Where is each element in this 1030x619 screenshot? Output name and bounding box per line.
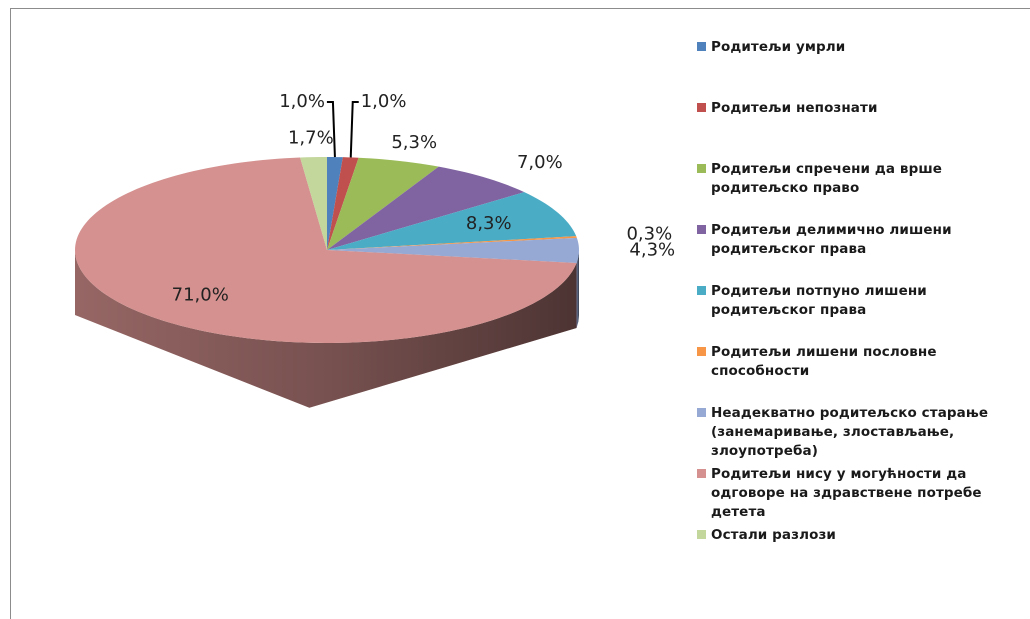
legend-swatch (697, 469, 706, 478)
chart-frame (10, 8, 1030, 619)
legend-label: Родитељи непознати (711, 100, 878, 116)
legend: Родитељи умрли Родитељи непознати Родитељи… (697, 38, 1027, 587)
legend-swatch (697, 42, 706, 51)
data-label: 1,7% (288, 128, 334, 149)
legend-label: Родитељи умрли (711, 39, 846, 55)
legend-swatch (697, 103, 706, 112)
pie-slice (327, 236, 577, 250)
pie-slice (300, 157, 327, 250)
legend-item: Остали разлози (697, 526, 1027, 587)
data-label: 1,0% (279, 91, 325, 112)
data-label: 8,3% (466, 213, 512, 234)
pie-slice (327, 192, 577, 250)
legend-item: Родитељи нису у могућности да одговоре н… (697, 465, 1027, 526)
legend-label: Остали разлози (711, 527, 836, 543)
legend-swatch (697, 347, 706, 356)
legend-swatch (697, 164, 706, 173)
data-label: 71,0% (172, 284, 229, 305)
legend-item: Родитељи делимично лишени родитељског пр… (697, 221, 1027, 282)
legend-swatch (697, 286, 706, 295)
pie-slice (75, 157, 577, 343)
pie-slice (327, 166, 525, 250)
legend-swatch (697, 408, 706, 417)
pie-slice (327, 157, 439, 250)
legend-item: Родитељи спречени да врше родитељско пра… (697, 160, 1027, 221)
pie-slice (327, 157, 359, 250)
data-label: 4,3% (629, 240, 675, 261)
pie-side-shade (75, 250, 577, 408)
legend-label: Родитељи спречени да врше родитељско пра… (711, 161, 943, 196)
data-label: 1,0% (361, 91, 407, 112)
legend-label: Родитељи лишени пословне способности (711, 344, 937, 379)
legend-swatch (697, 530, 706, 539)
legend-item: Родитељи лишени пословне способности (697, 343, 1027, 404)
legend-item: Родитељи умрли (697, 38, 1027, 99)
data-label: 7,0% (517, 152, 563, 173)
pie-slice (327, 157, 343, 250)
legend-item: Родитељи непознати (697, 99, 1027, 160)
pie-side-shade (576, 250, 579, 328)
legend-label: Родитељи нису у могућности да одговоре н… (711, 466, 982, 520)
data-label: 5,3% (391, 132, 437, 153)
legend-item: Неадекватно родитељско старање (занемари… (697, 404, 1027, 465)
pie-slice (327, 237, 579, 263)
data-label: 0,3% (626, 223, 672, 244)
legend-swatch (697, 225, 706, 234)
leader-line (326, 101, 336, 158)
leader-line (349, 101, 359, 158)
legend-item: Родитељи потпуно лишени родитељског прав… (697, 282, 1027, 343)
legend-label: Неадекватно родитељско старање (занемари… (711, 405, 989, 459)
legend-label: Родитељи потпуно лишени родитељског прав… (711, 283, 927, 318)
legend-label: Родитељи делимично лишени родитељског пр… (711, 222, 952, 257)
